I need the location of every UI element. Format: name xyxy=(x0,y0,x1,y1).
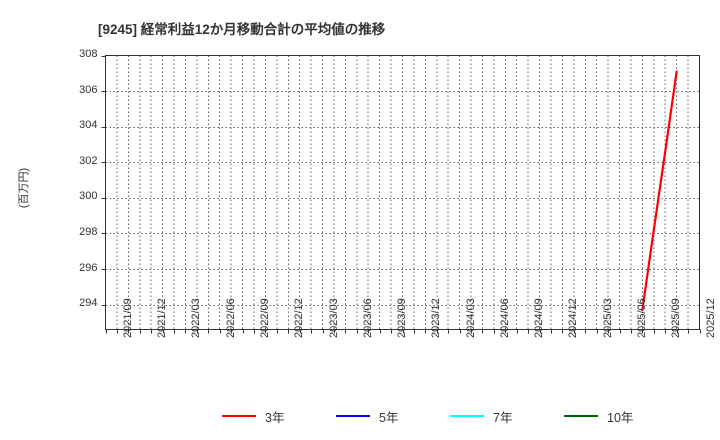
chart-legend: 3年 5年 7年 10年 xyxy=(0,405,720,431)
x-tick-label: 2022/09 xyxy=(259,297,271,338)
legend-line-icon xyxy=(336,415,370,417)
legend-label: 3年 xyxy=(265,410,285,425)
y-tick-label: 296 xyxy=(79,261,98,274)
y-tick-label: 294 xyxy=(79,297,98,310)
y-tick-label: 300 xyxy=(79,190,98,203)
x-tick-label: 2023/03 xyxy=(327,297,340,338)
legend-line-icon xyxy=(222,415,256,417)
x-tick-label: 2024/09 xyxy=(533,297,546,338)
x-tick-label: 2021/12 xyxy=(156,297,169,338)
y-tick-label: 304 xyxy=(79,119,98,132)
legend-line-icon xyxy=(564,415,598,417)
legend-item-5年[interactable]: 5年 xyxy=(336,405,398,427)
legend-item-3年[interactable]: 3年 xyxy=(222,405,284,427)
x-tick-label: 2022/03 xyxy=(190,297,203,338)
legend-label: 5年 xyxy=(379,410,399,425)
x-tick-label: 2024/12 xyxy=(567,297,580,338)
chart-title: [9245] 経常利益12か月移動合計の平均値の推移 xyxy=(98,22,386,37)
legend-item-10年[interactable]: 10年 xyxy=(564,405,633,427)
data-series xyxy=(641,70,678,312)
x-tick-label: 2022/12 xyxy=(293,297,306,338)
x-tick-label: 2023/06 xyxy=(361,297,374,338)
x-tick-label: 2025/09 xyxy=(670,297,683,338)
legend-label: 10年 xyxy=(607,410,634,425)
x-tick-label: 2024/06 xyxy=(498,297,511,338)
legend-label: 7年 xyxy=(493,410,513,425)
x-tick-label: 2025/12 xyxy=(704,297,717,338)
x-tick-label: 2024/03 xyxy=(464,297,477,338)
y-tick-label: 302 xyxy=(79,154,98,167)
y-tick-label: 306 xyxy=(79,83,98,96)
x-tick-label: 2025/03 xyxy=(601,297,614,338)
legend-item-7年[interactable]: 7年 xyxy=(450,405,512,427)
axis-ticks xyxy=(101,56,701,334)
series-line-0 xyxy=(641,70,678,312)
gridlines xyxy=(105,55,700,330)
plot-frame xyxy=(105,55,700,330)
x-tick-label: 2022/06 xyxy=(224,297,237,338)
x-tick-label: 2023/12 xyxy=(430,297,443,338)
x-tick-label: 2023/09 xyxy=(396,297,409,338)
y-tick-label: 298 xyxy=(79,225,98,238)
legend-line-icon xyxy=(450,415,484,417)
y-tick-label: 308 xyxy=(79,48,98,60)
x-tick-label: 2021/09 xyxy=(121,297,134,338)
x-tick-label: 2025/06 xyxy=(635,297,648,338)
